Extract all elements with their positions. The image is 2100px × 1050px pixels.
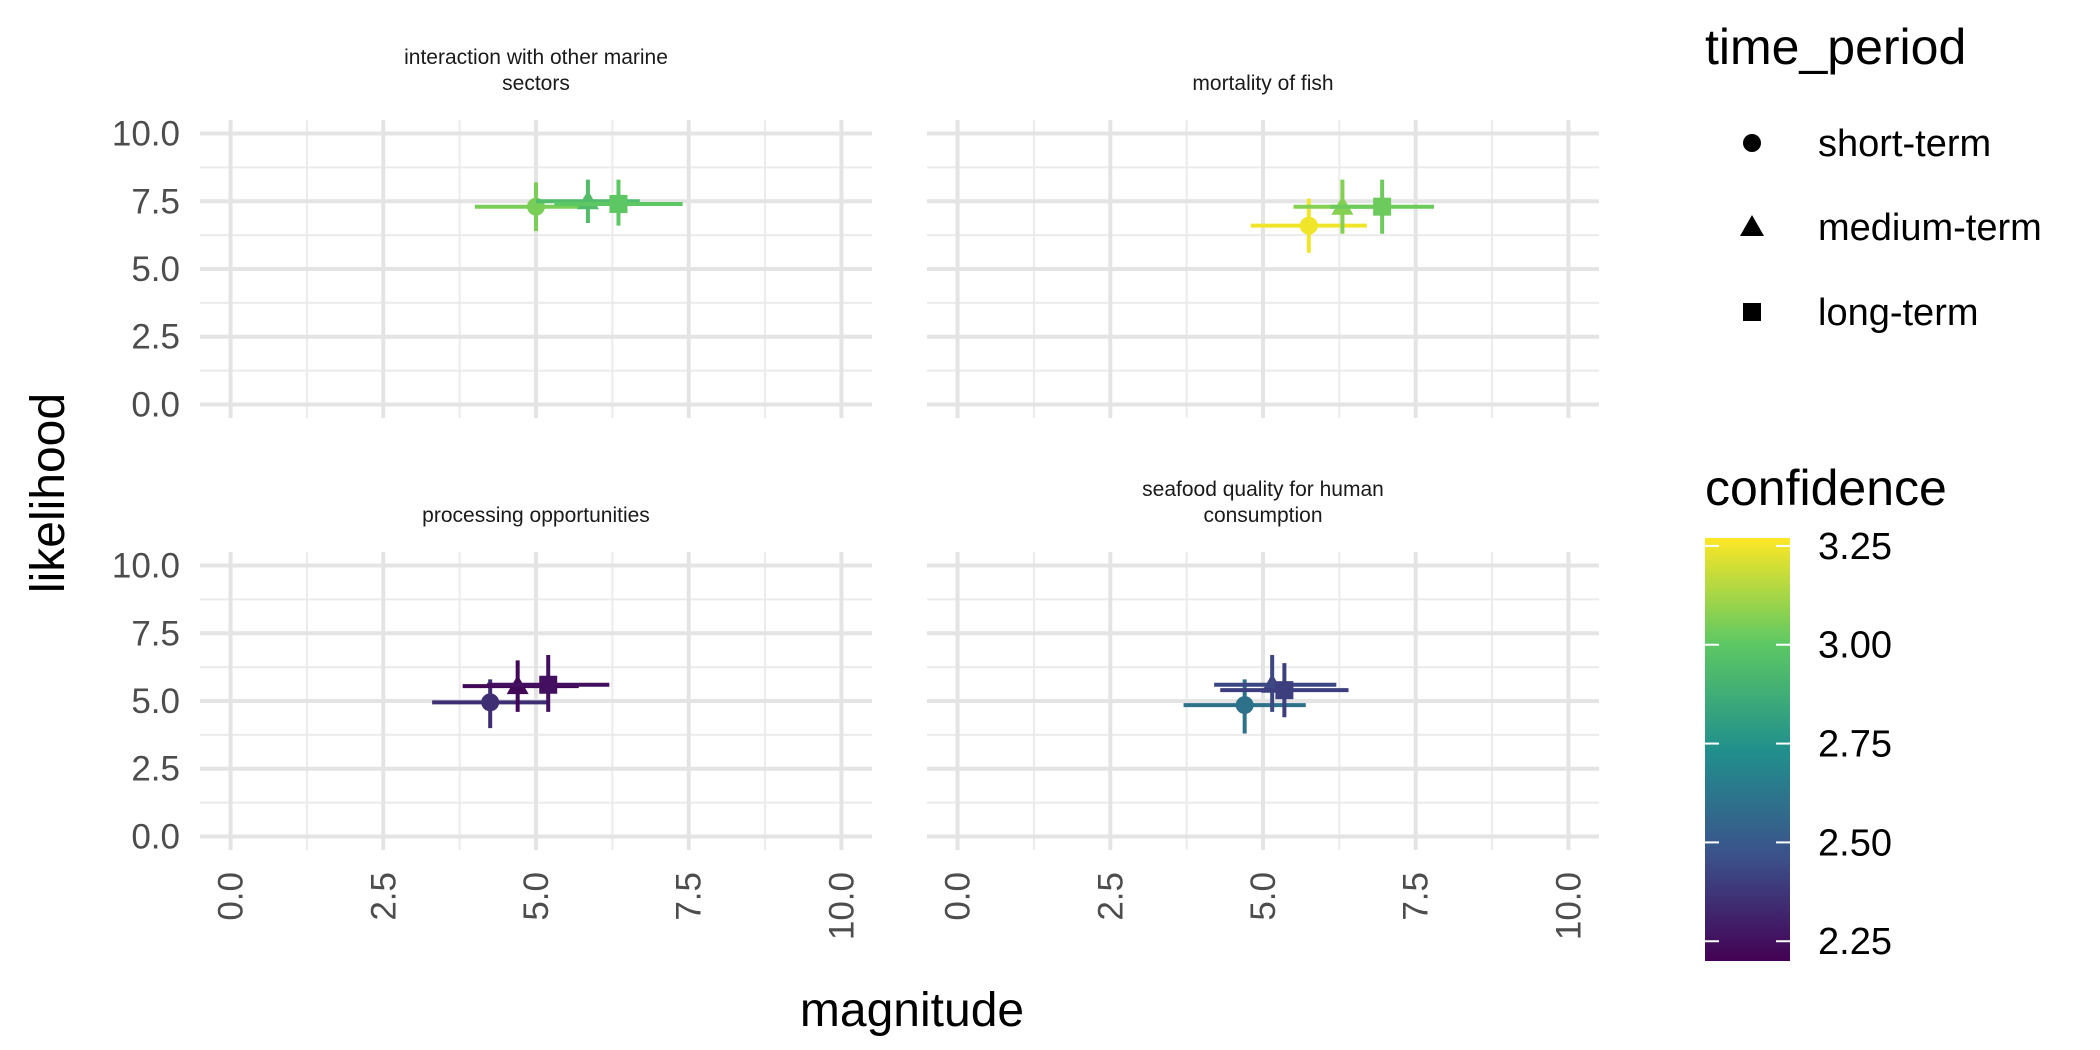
x-tick-label: 0.0: [212, 872, 251, 921]
facet-title: interaction with other marine: [404, 46, 668, 69]
x-tick-label: 5.0: [1244, 872, 1283, 921]
point-marker: [481, 693, 500, 712]
legend-label: short-term: [1818, 123, 1991, 165]
y-tick-label: 7.5: [131, 614, 180, 653]
x-tick-label: 2.5: [1091, 872, 1130, 921]
y-tick-label: 0.0: [131, 385, 180, 424]
data-point-long-term: [1330, 179, 1435, 234]
data-point-long-term: [554, 179, 683, 226]
y-tick-label: 0.0: [131, 817, 180, 856]
y-axis-title: likelihood: [22, 393, 75, 593]
shape-legend: time_period short-term medium-term long-te…: [1705, 19, 2042, 334]
legend-square-icon: [1743, 303, 1761, 321]
legend-circle-icon: [1743, 134, 1761, 152]
x-tick-label: 5.0: [517, 872, 556, 921]
legend-item-circle: short-term: [1743, 123, 1991, 165]
data-point-long-term: [1220, 663, 1349, 718]
x-tick-label: 7.5: [670, 872, 709, 921]
facet-title: consumption: [1203, 504, 1322, 527]
data-point-short-term: [474, 182, 598, 232]
legend-label: medium-term: [1818, 207, 2042, 249]
legend-item-square: long-term: [1743, 292, 1979, 334]
point-marker: [1299, 216, 1318, 235]
colorbar: [1705, 538, 1790, 961]
color-legend: confidence 2.25 2.50 2.75 3.00 3.25: [1705, 460, 1947, 963]
facet-panel: mortality of fish: [927, 72, 1599, 418]
facet-panel: 0.0 2.5 5.0 7.5 10.0 interaction with other m…: [112, 46, 872, 424]
legend-item-triangle: medium-term: [1740, 207, 2042, 249]
y-tick-label: 5.0: [131, 250, 180, 289]
y-tick-label: 10.0: [112, 115, 180, 154]
y-tick-label: 2.5: [131, 750, 180, 789]
y-tick-label: 7.5: [131, 182, 180, 221]
legend-label: long-term: [1818, 292, 1979, 334]
shape-legend-title: time_period: [1705, 19, 1966, 75]
colorbar-label: 2.75: [1818, 724, 1892, 766]
x-axis-title: magnitude: [800, 984, 1024, 1037]
point-marker: [1373, 197, 1392, 216]
point-marker: [1235, 696, 1254, 715]
facet-title: sectors: [502, 72, 570, 95]
facet-panels: 0.0 2.5 5.0 7.5 10.0 interaction with other m…: [112, 46, 1599, 940]
x-tick-label: 7.5: [1397, 872, 1436, 921]
point-marker: [609, 194, 628, 213]
colorbar-label: 3.00: [1818, 625, 1892, 667]
legend-triangle-icon: [1740, 215, 1764, 236]
point-marker: [1275, 681, 1294, 700]
facet-title: mortality of fish: [1192, 72, 1333, 95]
y-tick-label: 5.0: [131, 682, 180, 721]
x-tick-label: 10.0: [1549, 872, 1588, 940]
facet-title: processing opportunities: [422, 504, 650, 527]
y-tick-label: 10.0: [112, 547, 180, 586]
facet-title: seafood quality for human: [1142, 478, 1384, 501]
x-tick-label: 2.5: [364, 872, 403, 921]
colorbar-label: 2.50: [1818, 822, 1892, 864]
data-point-long-term: [487, 654, 610, 712]
x-tick-label: 0.0: [939, 872, 978, 921]
color-legend-title: confidence: [1705, 460, 1947, 516]
x-tick-label: 10.0: [822, 872, 861, 940]
colorbar-label: 2.25: [1818, 921, 1892, 963]
facet-panel: 0.0 2.5 5.0 7.5 10.0 seafood quality for huma…: [927, 478, 1599, 940]
point-marker: [539, 675, 558, 694]
y-tick-label: 2.5: [131, 318, 180, 357]
facet-panel: 0.0 2.5 5.0 7.5 10.0 0.0 2.5 5.0 7.5 10.0 processi…: [112, 504, 872, 940]
colorbar-label: 3.25: [1818, 526, 1892, 568]
